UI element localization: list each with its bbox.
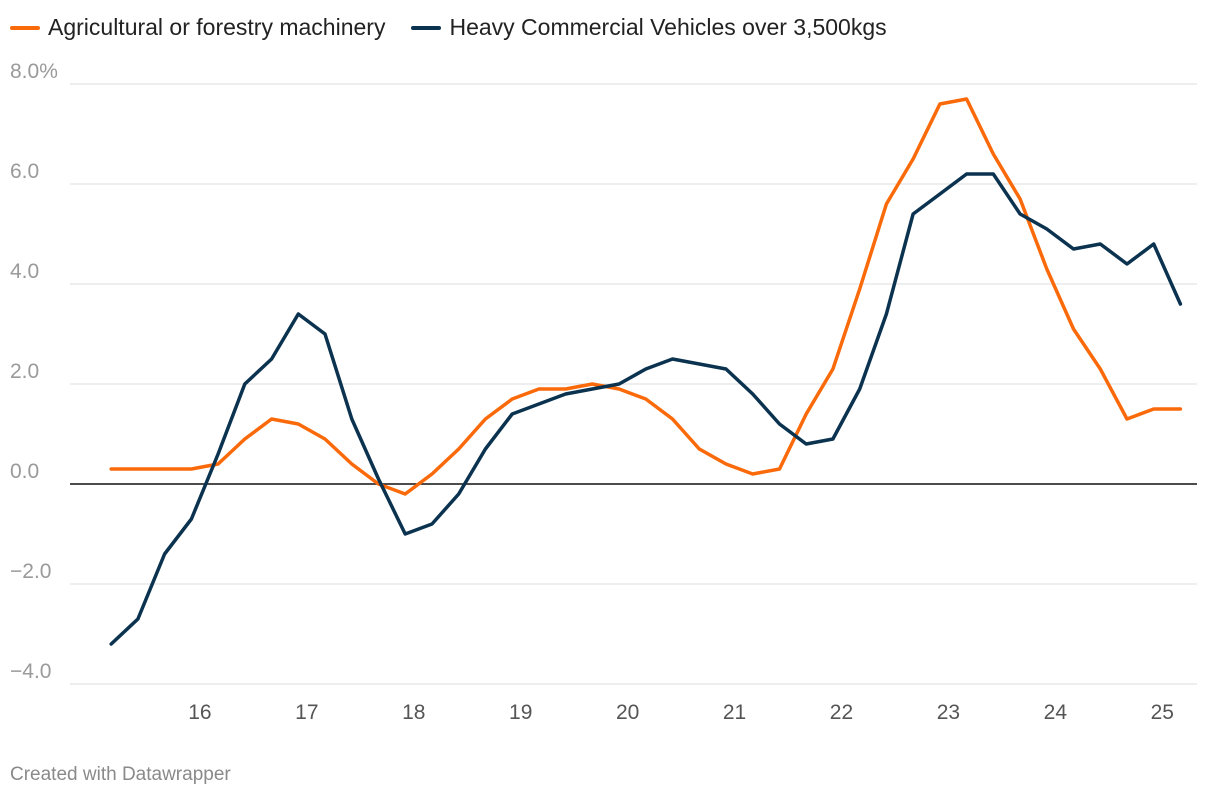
x-tick-label: 22 <box>830 701 853 724</box>
x-tick-label: 23 <box>937 701 960 724</box>
y-axis-ticks: 8.0% 6.0 4.0 2.0 0.0 −2.0 −4.0 <box>10 60 58 683</box>
x-tick-label: 20 <box>616 701 639 724</box>
y-tick-label: 8.0% <box>10 60 58 83</box>
series-line-heavy-commercial <box>109 172 1183 646</box>
x-axis-ticks: 16 17 18 19 20 21 22 23 24 25 <box>188 701 1174 724</box>
y-tick-label: 4.0 <box>10 260 39 283</box>
x-tick-label: 25 <box>1151 701 1174 724</box>
legend-label-agricultural: Agricultural or forestry machinery <box>48 14 386 40</box>
x-tick-label: 17 <box>295 701 318 724</box>
legend-swatch-agricultural <box>10 25 40 30</box>
x-tick-label: 19 <box>509 701 532 724</box>
legend-item-heavy-commercial: Heavy Commercial Vehicles over 3,500kgs <box>411 14 887 41</box>
x-tick-label: 24 <box>1044 701 1068 724</box>
series-line-agricultural <box>109 97 1183 496</box>
chart-legend: Agricultural or forestry machinery Heavy… <box>10 14 887 41</box>
x-tick-label: 21 <box>723 701 746 724</box>
y-tick-label: 6.0 <box>10 160 39 183</box>
y-tick-label: 0.0 <box>10 460 39 483</box>
grid-lines <box>70 83 1197 685</box>
series-lines <box>109 97 1183 646</box>
x-tick-label: 16 <box>188 701 211 724</box>
line-chart: 8.0% 6.0 4.0 2.0 0.0 −2.0 −4.0 16 17 18 19 20 21 22 2… <box>10 60 1197 724</box>
legend-swatch-heavy-commercial <box>411 25 442 30</box>
y-tick-label: −4.0 <box>10 660 51 683</box>
x-tick-label: 18 <box>402 701 425 724</box>
y-tick-label: −2.0 <box>10 560 51 583</box>
legend-label-heavy-commercial: Heavy Commercial Vehicles over 3,500kgs <box>449 14 887 40</box>
y-tick-label: 2.0 <box>10 360 39 383</box>
datawrapper-credit: Created with Datawrapper <box>10 764 231 785</box>
legend-item-agricultural: Agricultural or forestry machinery <box>10 14 385 41</box>
